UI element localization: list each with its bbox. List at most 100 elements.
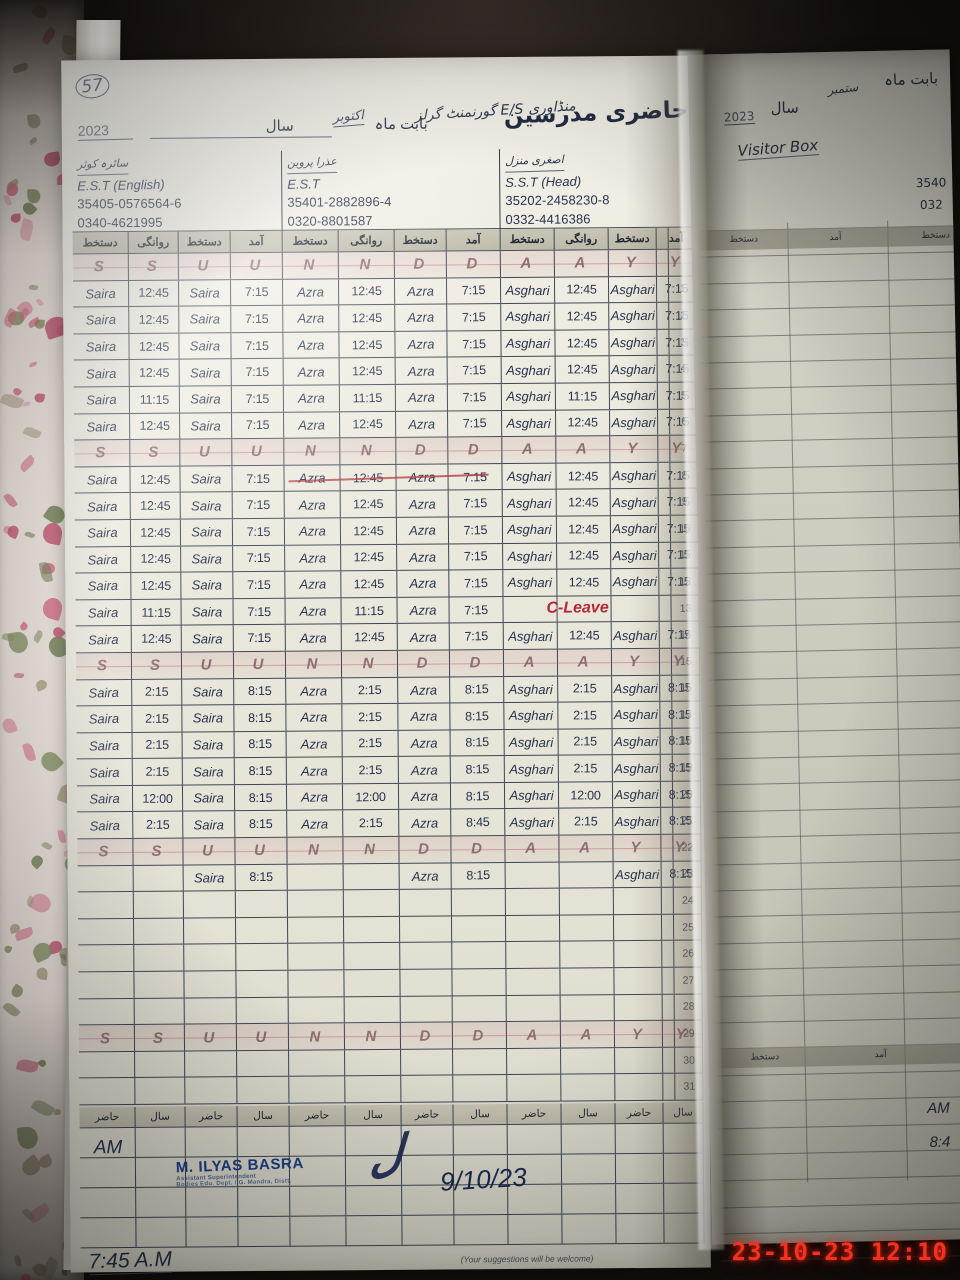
table-cell: Saira <box>179 332 232 359</box>
time-value: 7:15 <box>247 631 272 646</box>
signature-value: Saira <box>192 710 224 726</box>
time-value: 2:15 <box>144 684 169 700</box>
signature-value: Azra <box>410 708 438 725</box>
summary-cell <box>615 1123 664 1154</box>
summary-header-label: حاضر <box>521 1107 547 1120</box>
table-cell: 7:15 <box>231 385 285 412</box>
signature-value: Asghari <box>614 813 659 829</box>
table-cell <box>344 943 401 970</box>
table-cell <box>79 1078 136 1105</box>
table-cell: 8:15 <box>450 756 505 783</box>
table-cell: 7:15 <box>232 412 285 439</box>
signature-value: Saira <box>189 311 220 327</box>
signature-value: Asghari <box>507 521 552 538</box>
table-cell <box>505 915 561 942</box>
table-cell: Saira <box>182 785 236 812</box>
teacher-info-block-3: اصغری منزل S.S.T (Head) 35202-2458230-8 033… <box>500 148 697 230</box>
table-cell: Saira <box>76 679 133 706</box>
table-cell: Saira <box>183 864 236 891</box>
time-value: 2:15 <box>358 763 383 778</box>
right-summary-header-label: دستخط <box>750 1051 780 1062</box>
teacher-designation-1: E.S.T (English) <box>77 176 165 194</box>
right-page-rule <box>716 1069 960 1077</box>
signature-value: Saira <box>193 870 225 886</box>
signature-value: Saira <box>88 711 120 728</box>
table-cell: Asghari <box>610 515 660 542</box>
table-cell <box>344 996 401 1023</box>
table-cell <box>236 970 289 997</box>
table-cell: Saira <box>179 386 233 413</box>
column-header-cell: روانگی <box>338 229 395 252</box>
signature-value <box>79 1091 134 1092</box>
right-babat-maah-label: بابت ماہ <box>883 69 939 90</box>
table-cell: Saira <box>181 625 234 652</box>
summary-cell <box>561 1154 617 1184</box>
time-value: 8:15 <box>248 710 272 725</box>
time-value: 12:45 <box>568 548 599 563</box>
right-page-rule <box>708 674 960 681</box>
signature-value: Azra <box>297 337 325 353</box>
table-cell: 11:15 <box>341 597 398 624</box>
teacher-name-wrap: اصغری منزل <box>504 150 691 173</box>
right-page-rule <box>700 304 955 311</box>
right-page-rule <box>703 436 958 443</box>
summary-header-cell: سال <box>453 1104 508 1125</box>
time-value: 12:45 <box>139 472 171 487</box>
table-cell: 12:45 <box>128 280 180 307</box>
signature-value: Asghari <box>612 521 657 537</box>
summary-cell <box>401 1125 454 1155</box>
table-cell: Azra <box>396 411 449 438</box>
table-cell <box>506 995 561 1022</box>
teacher-name-2: عذرا پروین <box>286 152 337 175</box>
table-cell <box>452 942 507 969</box>
time-value: 12:45 <box>353 550 384 565</box>
time-value <box>344 903 399 904</box>
signature-value: Asghari <box>612 494 657 510</box>
summary-header-label: سال <box>363 1109 383 1122</box>
table-cell: Saira <box>181 572 234 599</box>
time-value: 7:15 <box>463 522 488 538</box>
signature-value: Azra <box>407 283 435 299</box>
table-cell: Azra <box>395 384 449 411</box>
signature-value: Saira <box>86 392 117 408</box>
summary-row <box>80 1183 705 1219</box>
signature-value <box>401 1088 452 1089</box>
signature-value: Azra <box>411 788 439 805</box>
table-cell <box>559 861 614 888</box>
table-cell <box>77 865 134 892</box>
time-value: 7:15 <box>463 549 488 564</box>
table-cell <box>185 1077 238 1104</box>
table-cell <box>287 863 344 891</box>
table-cell: 8:15 <box>450 676 505 703</box>
page-number-left: 57 <box>74 72 111 101</box>
signature-value: Saira <box>89 817 121 834</box>
time-value <box>135 1011 184 1012</box>
signature-value <box>401 982 452 983</box>
table-cell <box>345 1049 402 1076</box>
table-cell: 12:45 <box>556 516 612 543</box>
signature-value <box>507 1088 560 1089</box>
signature-value: Azra <box>409 602 437 618</box>
column-header-label: دستخط <box>614 232 650 246</box>
summary-cell <box>237 1156 291 1187</box>
table-cell: Saira <box>182 758 235 785</box>
summary-row <box>80 1213 705 1249</box>
signature-value: Saira <box>87 578 119 595</box>
table-cell: Azra <box>397 544 450 571</box>
teacher-designation-3: S.S.T (Head) <box>505 173 582 191</box>
right-page-column-rule <box>787 222 809 1183</box>
table-cell: 7:15 <box>232 518 286 545</box>
time-value: 7:15 <box>462 416 487 431</box>
summary-cell <box>238 1216 291 1247</box>
table-cell: Asghari <box>501 330 556 357</box>
table-cell: Azra <box>398 676 451 703</box>
summary-cell <box>615 1153 665 1184</box>
table-cell: Saira <box>75 573 132 600</box>
table-cell <box>135 1051 186 1078</box>
signature-value: Saira <box>192 684 223 700</box>
table-cell: 2:15 <box>559 808 614 835</box>
summary-cell <box>345 1155 403 1186</box>
time-value: 2:15 <box>145 817 170 833</box>
right-page-rule <box>702 383 957 391</box>
table-cell: Azra <box>395 357 448 384</box>
